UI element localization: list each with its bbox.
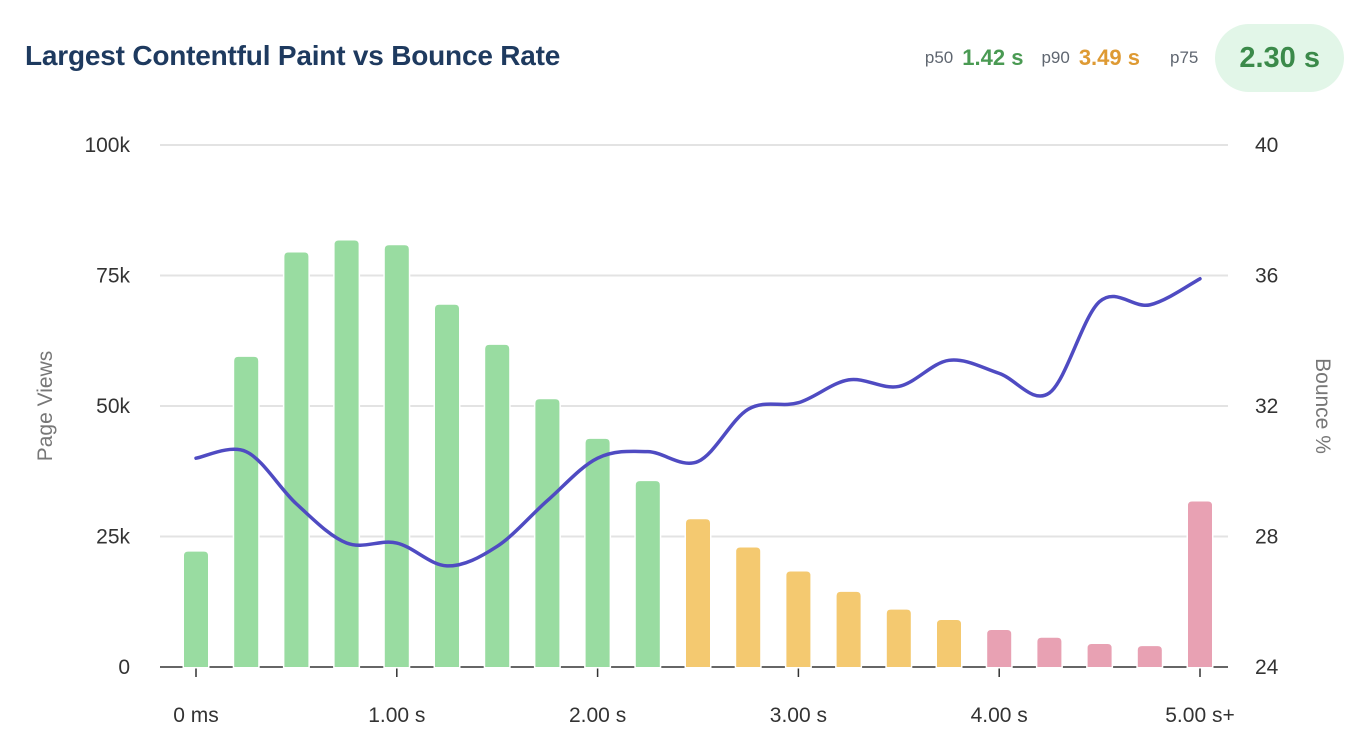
y2-tick-label: 40 bbox=[1255, 134, 1278, 157]
y-axis-label: Page Views bbox=[34, 351, 57, 462]
bar bbox=[182, 550, 210, 669]
percentile-summary: p50 1.42 s p90 3.49 s p75 2.30 s bbox=[925, 24, 1344, 92]
bar bbox=[835, 590, 863, 669]
y-tick-label: 0 bbox=[118, 656, 130, 679]
bar bbox=[1086, 642, 1114, 669]
y2-tick-label: 36 bbox=[1255, 265, 1278, 288]
bar bbox=[784, 569, 812, 669]
y2-tick-label: 32 bbox=[1255, 395, 1278, 418]
x-tick-label: 5.00 s+ bbox=[1165, 704, 1234, 727]
y2-axis-label: Bounce % bbox=[1311, 358, 1334, 454]
bar bbox=[433, 303, 461, 669]
bar bbox=[483, 343, 511, 669]
bar bbox=[734, 545, 762, 669]
bar bbox=[1136, 644, 1164, 669]
x-tick-label: 4.00 s bbox=[971, 704, 1028, 727]
p50-label: p50 bbox=[924, 48, 954, 67]
p90-label: p90 bbox=[1041, 48, 1070, 67]
x-tick-label: 3.00 s bbox=[770, 704, 827, 727]
y-tick-label: 75k bbox=[96, 265, 130, 288]
bar bbox=[684, 517, 712, 669]
x-tick-label: 1.00 s bbox=[368, 704, 425, 727]
bar bbox=[885, 608, 913, 669]
p50-value: 1.42 s bbox=[962, 45, 1024, 70]
y-tick-label: 50k bbox=[96, 395, 130, 418]
x-tick-label: 0 ms bbox=[173, 704, 219, 727]
y2-tick-label: 28 bbox=[1255, 526, 1278, 549]
p75-label: p75 bbox=[1169, 48, 1199, 67]
p75-value-badge: 2.30 s bbox=[1215, 24, 1344, 92]
y2-tick-label: 24 bbox=[1255, 656, 1279, 679]
bar bbox=[533, 397, 561, 669]
bar bbox=[1186, 500, 1214, 669]
bar bbox=[232, 355, 260, 669]
y-tick-label: 25k bbox=[96, 526, 130, 549]
bar bbox=[333, 239, 361, 669]
p90-value: 3.49 s bbox=[1078, 45, 1140, 70]
bar bbox=[985, 628, 1013, 669]
bar bbox=[282, 251, 310, 669]
y-tick-label: 100k bbox=[84, 134, 130, 157]
bar bbox=[634, 479, 662, 669]
bar bbox=[1035, 636, 1063, 669]
x-tick-label: 2.00 s bbox=[569, 704, 626, 727]
bar bbox=[935, 618, 963, 669]
bounce-rate-line bbox=[194, 277, 1202, 568]
bar bbox=[584, 437, 612, 669]
chart-title: Largest Contentful Paint vs Bounce Rate bbox=[25, 40, 561, 71]
bar bbox=[383, 243, 411, 669]
